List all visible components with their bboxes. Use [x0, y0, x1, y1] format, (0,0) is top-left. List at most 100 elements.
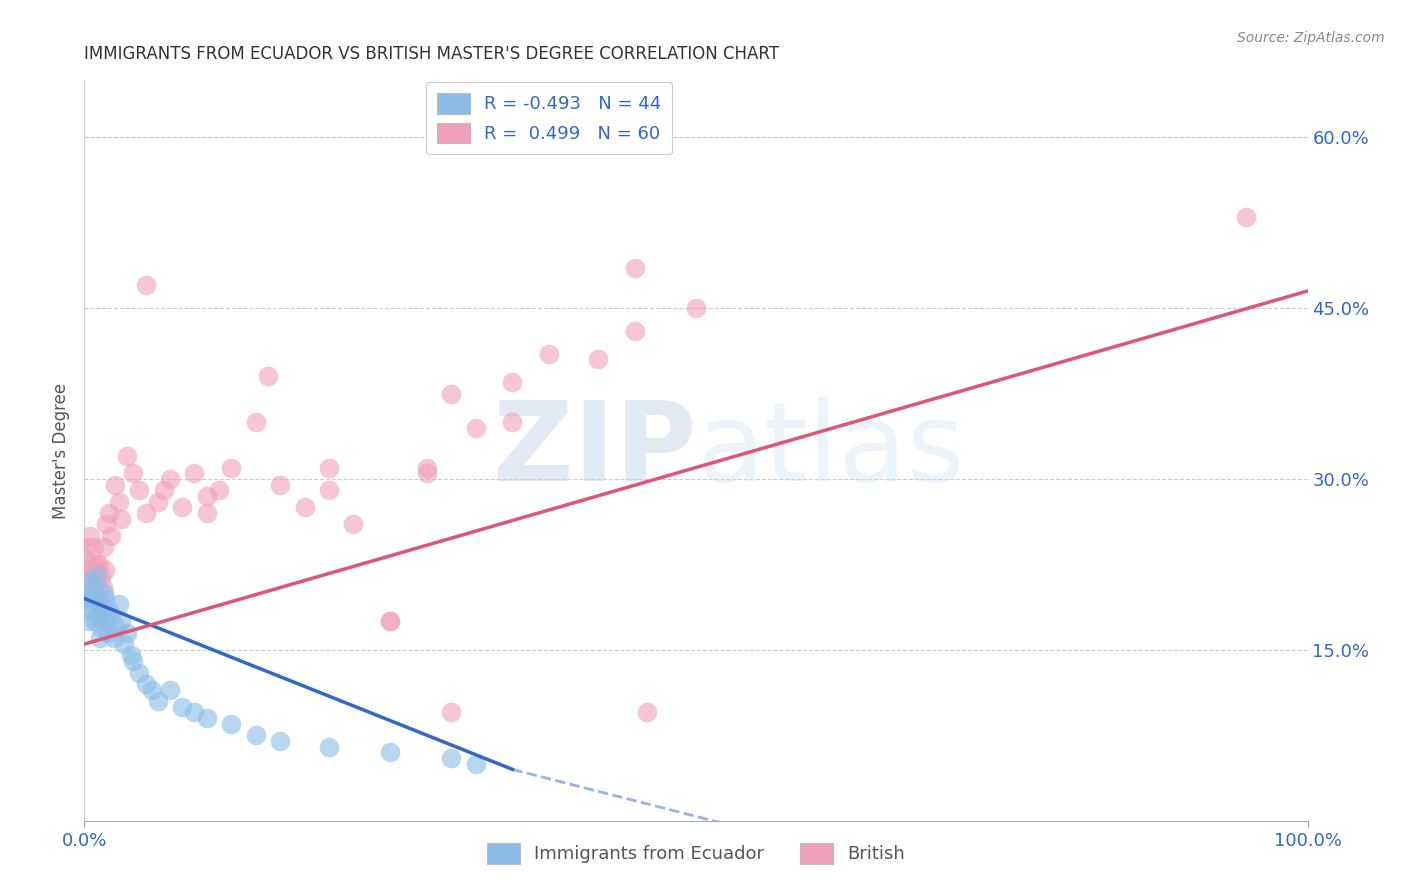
Point — [219, 716, 242, 731]
Point — [269, 734, 291, 748]
Point — [89, 591, 111, 606]
Point — [77, 615, 100, 629]
Point — [146, 494, 169, 508]
Point — [94, 591, 117, 606]
Point — [464, 756, 486, 771]
Point — [172, 699, 194, 714]
Point — [195, 711, 218, 725]
Point — [122, 467, 145, 481]
Point — [440, 751, 463, 765]
Point — [502, 415, 524, 429]
Point — [208, 483, 231, 498]
Point — [105, 620, 128, 634]
Point — [100, 608, 122, 623]
Point — [380, 745, 402, 759]
Point — [82, 568, 104, 582]
Point — [159, 682, 181, 697]
Point — [245, 415, 267, 429]
Point — [586, 352, 609, 367]
Point — [94, 563, 117, 577]
Point — [97, 506, 120, 520]
Point — [96, 615, 118, 629]
Point — [159, 472, 181, 486]
Point — [122, 654, 145, 668]
Point — [128, 483, 150, 498]
Point — [76, 586, 98, 600]
Point — [318, 483, 340, 498]
Point — [104, 477, 127, 491]
Point — [97, 625, 120, 640]
Point — [685, 301, 707, 315]
Point — [75, 591, 97, 606]
Point — [86, 568, 108, 582]
Point — [416, 467, 439, 481]
Text: Source: ZipAtlas.com: Source: ZipAtlas.com — [1237, 31, 1385, 45]
Point — [440, 706, 463, 720]
Point — [87, 597, 110, 611]
Point — [294, 500, 316, 515]
Point — [83, 541, 105, 555]
Point — [183, 467, 205, 481]
Point — [107, 494, 129, 508]
Point — [100, 529, 122, 543]
Point — [153, 483, 176, 498]
Point — [342, 517, 364, 532]
Point — [84, 615, 107, 629]
Point — [115, 449, 138, 463]
Point — [107, 597, 129, 611]
Point — [502, 375, 524, 389]
Text: IMMIGRANTS FROM ECUADOR VS BRITISH MASTER'S DEGREE CORRELATION CHART: IMMIGRANTS FROM ECUADOR VS BRITISH MASTE… — [84, 45, 779, 63]
Point — [141, 682, 163, 697]
Point — [172, 500, 194, 515]
Point — [87, 580, 110, 594]
Point — [624, 261, 647, 276]
Point — [89, 632, 111, 646]
Point — [79, 574, 101, 589]
Point — [110, 512, 132, 526]
Point — [93, 586, 115, 600]
Point — [135, 506, 157, 520]
Point — [318, 460, 340, 475]
Point — [269, 477, 291, 491]
Point — [80, 558, 103, 572]
Point — [110, 615, 132, 629]
Point — [87, 608, 110, 623]
Point — [86, 558, 108, 572]
Point — [83, 580, 105, 594]
Point — [146, 694, 169, 708]
Point — [318, 739, 340, 754]
Point — [77, 568, 100, 582]
Point — [112, 637, 135, 651]
Point — [380, 615, 402, 629]
Point — [135, 278, 157, 293]
Point — [97, 603, 120, 617]
Point — [380, 615, 402, 629]
Point — [183, 706, 205, 720]
Point — [636, 706, 658, 720]
Point — [195, 489, 218, 503]
Point — [624, 324, 647, 338]
Point — [75, 551, 97, 566]
Point — [219, 460, 242, 475]
Point — [79, 529, 101, 543]
Point — [91, 603, 114, 617]
Point — [80, 597, 103, 611]
Point — [257, 369, 280, 384]
Point — [416, 460, 439, 475]
Point — [115, 625, 138, 640]
Point — [76, 541, 98, 555]
Legend: Immigrants from Ecuador, British: Immigrants from Ecuador, British — [479, 836, 912, 871]
Point — [84, 591, 107, 606]
Point — [90, 620, 112, 634]
Point — [464, 420, 486, 434]
Point — [93, 541, 115, 555]
Y-axis label: Master's Degree: Master's Degree — [52, 383, 70, 518]
Point — [96, 517, 118, 532]
Point — [1236, 210, 1258, 224]
Point — [82, 591, 104, 606]
Point — [120, 648, 142, 663]
Point — [77, 603, 100, 617]
Point — [90, 568, 112, 582]
Point — [91, 580, 114, 594]
Point — [245, 728, 267, 742]
